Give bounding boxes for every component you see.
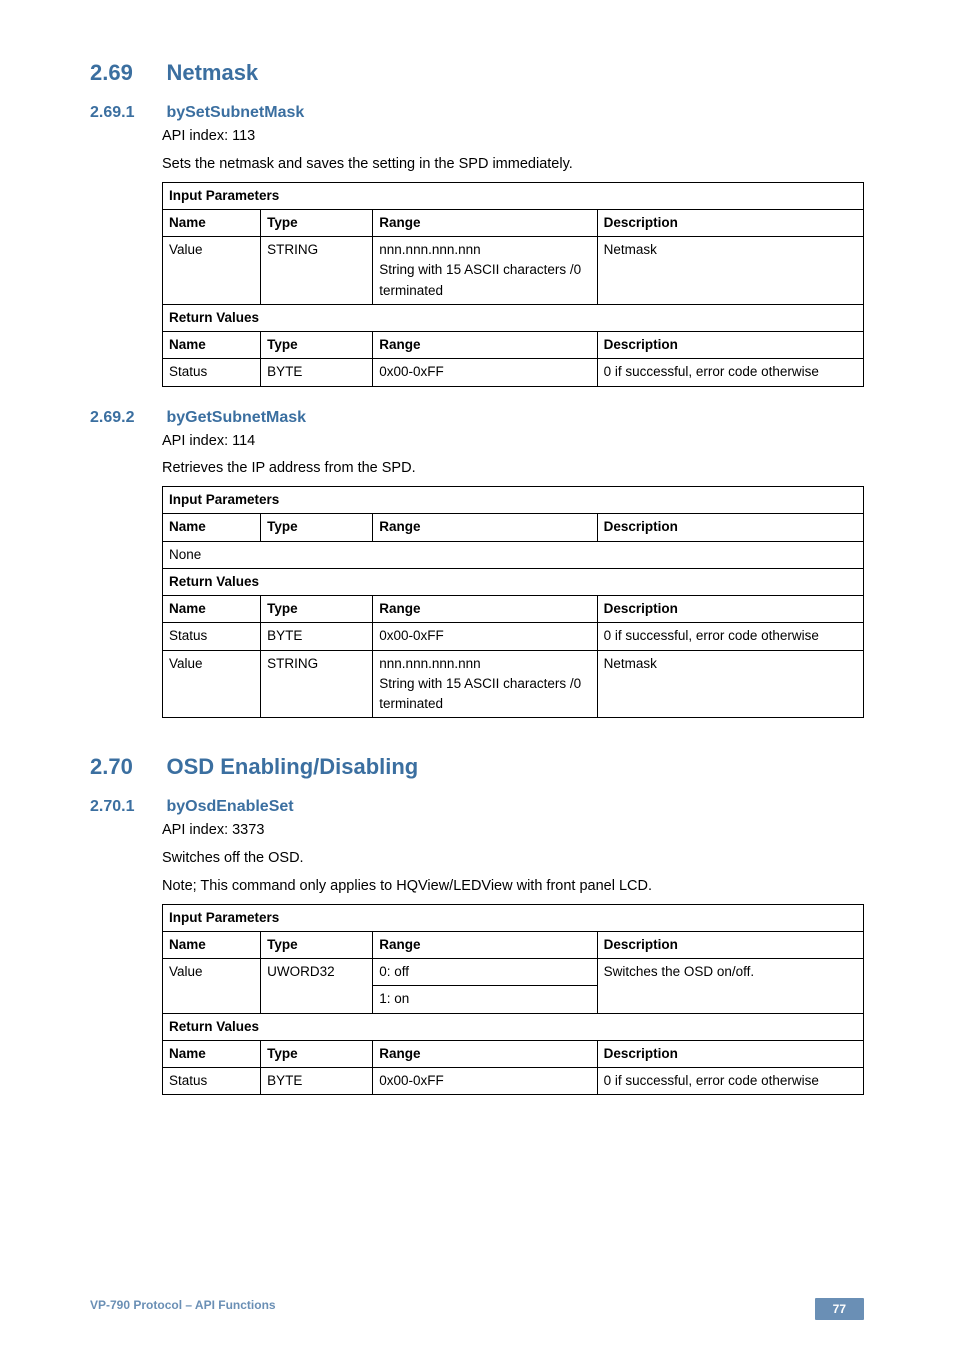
subsection-heading: 2.70.1 byOsdEnableSet xyxy=(90,798,864,816)
subsection-number: 2.70.1 xyxy=(90,798,162,816)
cell-range: 1: on xyxy=(373,986,597,1013)
col-type: Type xyxy=(261,596,373,623)
cell-range-line: nnn.nnn.nnn.nnn xyxy=(379,654,590,674)
page-footer: VP-790 Protocol – API Functions 77 xyxy=(90,1298,864,1320)
table-header-return: Return Values xyxy=(163,1013,864,1040)
cell-desc: 0 if successful, error code otherwise xyxy=(597,359,863,386)
api-note: Note; This command only applies to HQVie… xyxy=(162,876,864,898)
subsection-title: byOsdEnableSet xyxy=(166,798,293,816)
cell-type: UWORD32 xyxy=(261,959,373,1014)
section-title: Netmask xyxy=(166,60,258,86)
section-heading: 2.70 OSD Enabling/Disabling xyxy=(90,754,864,780)
cell-type: STRING xyxy=(261,650,373,718)
cell-desc: Netmask xyxy=(597,650,863,718)
cell-desc: 0 if successful, error code otherwise xyxy=(597,623,863,650)
page-number: 77 xyxy=(815,1298,864,1320)
col-name: Name xyxy=(163,209,261,236)
col-desc: Description xyxy=(597,1040,863,1067)
col-range: Range xyxy=(373,514,597,541)
subsection-body: API index: 113 Sets the netmask and save… xyxy=(162,126,864,387)
table-header-input: Input Parameters xyxy=(163,487,864,514)
section-heading: 2.69 Netmask xyxy=(90,60,864,86)
api-description: Switches off the OSD. xyxy=(162,848,864,870)
api-description: Retrieves the IP address from the SPD. xyxy=(162,458,864,480)
cell-type: BYTE xyxy=(261,623,373,650)
col-desc: Description xyxy=(597,332,863,359)
cell-range: nnn.nnn.nnn.nnn String with 15 ASCII cha… xyxy=(373,237,597,305)
col-range: Range xyxy=(373,931,597,958)
col-name: Name xyxy=(163,596,261,623)
subsection-title: bySetSubnetMask xyxy=(166,104,304,122)
cell-range-line: String with 15 ASCII characters /0 termi… xyxy=(379,674,590,715)
table-header-return: Return Values xyxy=(163,304,864,331)
cell-name: Value xyxy=(163,650,261,718)
cell-name: Value xyxy=(163,959,261,1014)
cell-range-line: String with 15 ASCII characters /0 termi… xyxy=(379,260,590,301)
cell-desc: Netmask xyxy=(597,237,863,305)
table-row: Value STRING nnn.nnn.nnn.nnn String with… xyxy=(163,650,864,718)
table-row: Status BYTE 0x00-0xFF 0 if successful, e… xyxy=(163,1068,864,1095)
table-header-return: Return Values xyxy=(163,568,864,595)
col-range: Range xyxy=(373,1040,597,1067)
cell-type: STRING xyxy=(261,237,373,305)
col-desc: Description xyxy=(597,209,863,236)
api-table: Input Parameters Name Type Range Descrip… xyxy=(162,486,864,718)
col-range: Range xyxy=(373,332,597,359)
section-title: OSD Enabling/Disabling xyxy=(166,754,418,780)
api-table: Input Parameters Name Type Range Descrip… xyxy=(162,182,864,387)
cell-name: Status xyxy=(163,623,261,650)
cell-range: 0x00-0xFF xyxy=(373,1068,597,1095)
cell-none: None xyxy=(163,541,864,568)
table-header-input: Input Parameters xyxy=(163,182,864,209)
api-description: Sets the netmask and saves the setting i… xyxy=(162,154,864,176)
col-desc: Description xyxy=(597,931,863,958)
cell-range: nnn.nnn.nnn.nnn String with 15 ASCII cha… xyxy=(373,650,597,718)
api-index: API index: 3373 xyxy=(162,820,864,842)
col-name: Name xyxy=(163,931,261,958)
cell-desc: 0 if successful, error code otherwise xyxy=(597,1068,863,1095)
cell-range: 0x00-0xFF xyxy=(373,623,597,650)
cell-name: Status xyxy=(163,359,261,386)
col-type: Type xyxy=(261,931,373,958)
col-range: Range xyxy=(373,209,597,236)
cell-name: Status xyxy=(163,1068,261,1095)
api-index: API index: 113 xyxy=(162,126,864,148)
subsection-number: 2.69.1 xyxy=(90,104,162,122)
section-number: 2.69 xyxy=(90,60,162,86)
subsection-heading: 2.69.1 bySetSubnetMask xyxy=(90,104,864,122)
table-row: Status BYTE 0x00-0xFF 0 if successful, e… xyxy=(163,359,864,386)
api-table: Input Parameters Name Type Range Descrip… xyxy=(162,904,864,1096)
table-header-input: Input Parameters xyxy=(163,904,864,931)
cell-range: 0x00-0xFF xyxy=(373,359,597,386)
table-row: None xyxy=(163,541,864,568)
table-row: Value STRING nnn.nnn.nnn.nnn String with… xyxy=(163,237,864,305)
subsection-number: 2.69.2 xyxy=(90,409,162,427)
cell-type: BYTE xyxy=(261,359,373,386)
col-range: Range xyxy=(373,596,597,623)
subsection-body: API index: 3373 Switches off the OSD. No… xyxy=(162,820,864,1095)
subsection-title: byGetSubnetMask xyxy=(166,409,306,427)
col-name: Name xyxy=(163,514,261,541)
section-number: 2.70 xyxy=(90,754,162,780)
cell-range: 0: off xyxy=(373,959,597,986)
subsection-body: API index: 114 Retrieves the IP address … xyxy=(162,431,864,719)
footer-text: VP-790 Protocol – API Functions xyxy=(90,1298,276,1312)
table-row: Value UWORD32 0: off Switches the OSD on… xyxy=(163,959,864,986)
cell-type: BYTE xyxy=(261,1068,373,1095)
api-index: API index: 114 xyxy=(162,431,864,453)
cell-desc: Switches the OSD on/off. xyxy=(597,959,863,1014)
cell-name: Value xyxy=(163,237,261,305)
col-type: Type xyxy=(261,1040,373,1067)
col-name: Name xyxy=(163,1040,261,1067)
col-desc: Description xyxy=(597,596,863,623)
col-type: Type xyxy=(261,332,373,359)
cell-range-line: nnn.nnn.nnn.nnn xyxy=(379,240,590,260)
table-row: Status BYTE 0x00-0xFF 0 if successful, e… xyxy=(163,623,864,650)
subsection-heading: 2.69.2 byGetSubnetMask xyxy=(90,409,864,427)
col-name: Name xyxy=(163,332,261,359)
col-desc: Description xyxy=(597,514,863,541)
col-type: Type xyxy=(261,514,373,541)
col-type: Type xyxy=(261,209,373,236)
